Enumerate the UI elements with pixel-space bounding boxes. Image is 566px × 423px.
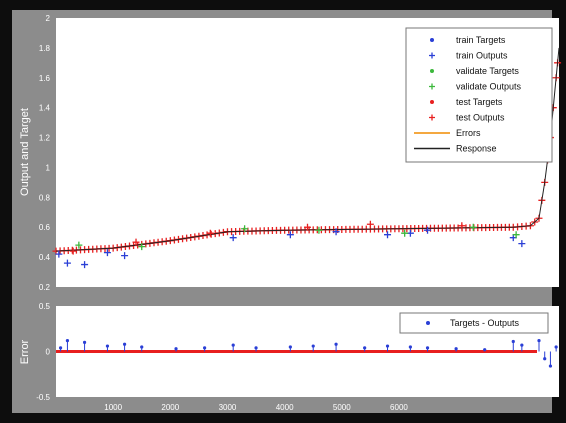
top-legend-box: [405, 27, 553, 163]
bottom-xtick-label: 1000: [104, 403, 122, 412]
bottom-xtick-label: 5000: [333, 403, 351, 412]
top-test-output-mark: [366, 220, 374, 228]
bottom-xtick-label: 3000: [219, 403, 237, 412]
bottom-error-point: [82, 340, 87, 344]
top-test-output-mark: [132, 238, 140, 246]
bottom-panel: -0.500.5 1000 2000 3000 4000 5000 6000 Error …: [19, 302, 559, 412]
bottom-xtick-labels: 1000 2000 3000 4000 5000 6000: [104, 403, 408, 412]
bottom-error-point: [65, 338, 70, 343]
bottom-xtick-label: 6000: [390, 403, 408, 412]
bottom-error-point: [231, 343, 235, 347]
legend-plus-icon: [429, 83, 435, 90]
bottom-error-point: [203, 346, 207, 350]
bottom-error-point: [537, 338, 541, 343]
legend-plus-icon: [429, 114, 435, 121]
top-validate-output-mark: [138, 243, 146, 251]
top-train-output-mark: [63, 259, 71, 267]
bottom-error-point: [288, 345, 292, 349]
bottom-error-point: [520, 343, 524, 347]
bottom-error-point: [334, 342, 338, 346]
legend-label: validate Targets: [456, 66, 519, 76]
legend-label: validate Outputs: [456, 82, 522, 92]
bottom-legend: Targets - Outputs: [399, 312, 549, 334]
top-ytick-label: 0.8: [39, 193, 51, 202]
legend-dot-icon: [430, 100, 434, 104]
top-train-output-mark: [332, 228, 340, 236]
top-ytick-label: 1.6: [39, 74, 51, 83]
bottom-ytick-label: -0.5: [36, 393, 50, 402]
legend-dot-icon: [430, 69, 434, 73]
top-panel: 0.2 0.4 0.6 0.8 1 1.2 1.4 1.6 1.8 2 Output and Ta…: [19, 14, 562, 292]
top-test-output-mark: [206, 229, 214, 237]
top-ytick-label: 1.2: [39, 134, 51, 143]
top-validate-output-mark: [75, 241, 83, 249]
top-validate-output-mark: [315, 226, 323, 234]
top-validate-output-mark: [469, 223, 477, 231]
top-validate-output-mark: [241, 225, 249, 233]
top-train-output-mark: [286, 231, 294, 239]
legend-label: Targets - Outputs: [450, 318, 520, 328]
bottom-error-point: [454, 347, 458, 351]
bottom-error-point: [548, 364, 553, 368]
bottom-xtick-label: 4000: [276, 403, 294, 412]
bottom-legend-box: [399, 312, 549, 334]
legend-label: Response: [456, 144, 497, 154]
top-validate-output-mark: [401, 229, 409, 237]
bottom-error-point: [311, 344, 315, 348]
bottom-error-point: [425, 346, 430, 350]
bottom-error-point: [408, 345, 412, 349]
bottom-error-point: [511, 339, 515, 344]
top-legend-items: train Targets train Outputs validate Targe…: [414, 35, 522, 154]
top-train-output-mark: [81, 261, 89, 269]
legend-plus-icon: [429, 52, 435, 59]
bottom-legend-items: Targets - Outputs: [426, 318, 520, 328]
bottom-error-point: [554, 345, 558, 349]
legend-label: train Outputs: [456, 51, 508, 61]
legend-label: Errors: [456, 128, 481, 138]
bottom-error-point: [385, 344, 390, 348]
bottom-ytick-labels: -0.5 0 0.5: [36, 302, 50, 402]
top-validate-output-mark: [512, 231, 520, 239]
top-ytick-label: 0.2: [39, 283, 51, 292]
bottom-error-point: [254, 346, 258, 350]
bottom-error-point: [174, 347, 178, 351]
bottom-error-point: [122, 342, 127, 346]
top-ylabel: Output and Target: [19, 108, 31, 196]
top-test-output-mark: [69, 247, 77, 255]
top-train-output-mark: [103, 249, 111, 257]
top-test-output-mark: [458, 222, 466, 230]
legend-label: test Targets: [456, 97, 503, 107]
bottom-plot-marks: [56, 338, 558, 368]
bottom-ytick-label: 0.5: [39, 302, 51, 311]
legend-dot-icon: [430, 38, 434, 42]
bottom-error-point: [543, 357, 547, 361]
bottom-xtick-label: 2000: [161, 403, 179, 412]
bottom-error-point: [58, 346, 63, 350]
top-train-output-mark: [55, 250, 63, 258]
bottom-error-point: [105, 344, 110, 348]
bottom-ylabel: Error: [19, 339, 31, 364]
legend-dot-icon: [426, 321, 430, 325]
top-ytick-label: 0.6: [39, 223, 51, 232]
top-ytick-label: 1.4: [39, 104, 51, 113]
legend-label: test Outputs: [456, 113, 505, 123]
top-train-output-mark: [518, 240, 526, 248]
top-test-output-mark: [304, 223, 311, 231]
top-train-output-mark: [229, 234, 237, 242]
top-train-output-mark: [121, 252, 129, 260]
bottom-error-point: [363, 346, 367, 350]
top-ytick-labels: 0.2 0.4 0.6 0.8 1 1.2 1.4 1.6 1.8 2: [39, 14, 51, 292]
top-ytick-label: 1: [46, 163, 51, 172]
bottom-error-point: [483, 348, 487, 352]
top-train-output-mark: [384, 231, 392, 239]
top-legend: train Targets train Outputs validate Targe…: [405, 27, 553, 163]
bottom-error-point: [140, 345, 144, 349]
top-ytick-label: 1.8: [39, 44, 51, 53]
legend-label: train Targets: [456, 35, 506, 45]
top-ytick-label: 2: [46, 14, 51, 23]
top-train-output-mark: [424, 226, 432, 234]
bottom-ytick-label: 0: [46, 348, 51, 357]
top-ytick-label: 0.4: [39, 253, 51, 262]
